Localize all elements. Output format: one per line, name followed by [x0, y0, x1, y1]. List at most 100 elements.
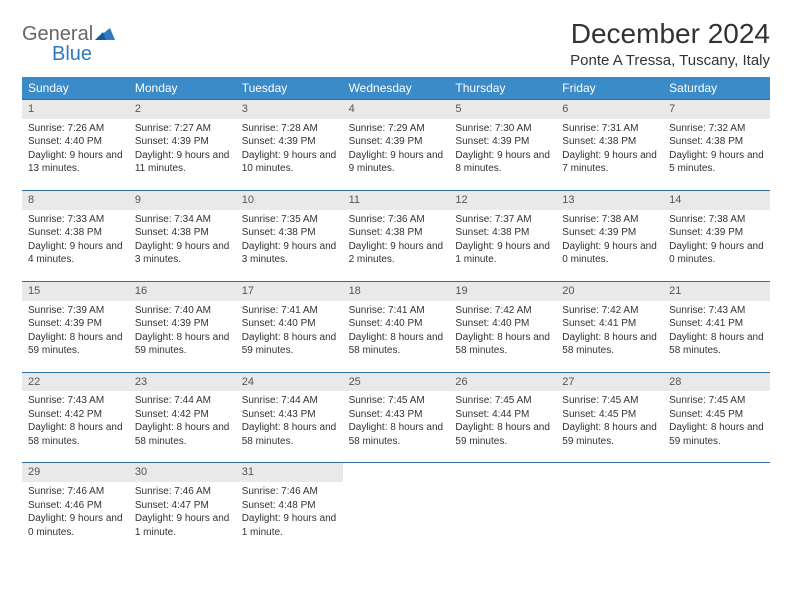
day-number: 28 [663, 373, 770, 392]
day-cell: 16Sunrise: 7:40 AMSunset: 4:39 PMDayligh… [129, 282, 236, 362]
day-body: Sunrise: 7:45 AMSunset: 4:45 PMDaylight:… [556, 391, 663, 452]
sunset-text: Sunset: 4:38 PM [28, 226, 123, 240]
day-cell: 9Sunrise: 7:34 AMSunset: 4:38 PMDaylight… [129, 191, 236, 271]
daylight-text: Daylight: 9 hours and 11 minutes. [135, 149, 230, 176]
sunset-text: Sunset: 4:40 PM [349, 317, 444, 331]
day-number [663, 463, 770, 482]
day-number: 26 [449, 373, 556, 392]
day-body: Sunrise: 7:29 AMSunset: 4:39 PMDaylight:… [343, 119, 450, 180]
daylight-text: Daylight: 9 hours and 0 minutes. [562, 240, 657, 267]
sunrise-text: Sunrise: 7:42 AM [455, 304, 550, 318]
daylight-text: Daylight: 9 hours and 2 minutes. [349, 240, 444, 267]
sunrise-text: Sunrise: 7:28 AM [242, 122, 337, 136]
day-number: 13 [556, 191, 663, 210]
sunrise-text: Sunrise: 7:46 AM [242, 485, 337, 499]
month-title: December 2024 [570, 18, 770, 50]
weekday-cell: Saturday [663, 77, 770, 99]
daylight-text: Daylight: 9 hours and 9 minutes. [349, 149, 444, 176]
daylight-text: Daylight: 8 hours and 58 minutes. [669, 331, 764, 358]
day-body: Sunrise: 7:46 AMSunset: 4:48 PMDaylight:… [236, 482, 343, 543]
day-body: Sunrise: 7:39 AMSunset: 4:39 PMDaylight:… [22, 301, 129, 362]
day-body: Sunrise: 7:38 AMSunset: 4:39 PMDaylight:… [663, 210, 770, 271]
day-cell: 23Sunrise: 7:44 AMSunset: 4:42 PMDayligh… [129, 373, 236, 453]
day-body: Sunrise: 7:37 AMSunset: 4:38 PMDaylight:… [449, 210, 556, 271]
sunrise-text: Sunrise: 7:35 AM [242, 213, 337, 227]
day-cell: 10Sunrise: 7:35 AMSunset: 4:38 PMDayligh… [236, 191, 343, 271]
day-number: 18 [343, 282, 450, 301]
day-cell: 6Sunrise: 7:31 AMSunset: 4:38 PMDaylight… [556, 100, 663, 180]
day-cell: 13Sunrise: 7:38 AMSunset: 4:39 PMDayligh… [556, 191, 663, 271]
day-number [556, 463, 663, 482]
day-body: Sunrise: 7:34 AMSunset: 4:38 PMDaylight:… [129, 210, 236, 271]
week-row: 1Sunrise: 7:26 AMSunset: 4:40 PMDaylight… [22, 99, 770, 180]
day-body: Sunrise: 7:36 AMSunset: 4:38 PMDaylight:… [343, 210, 450, 271]
sunset-text: Sunset: 4:45 PM [669, 408, 764, 422]
daylight-text: Daylight: 9 hours and 8 minutes. [455, 149, 550, 176]
calendar-grid: SundayMondayTuesdayWednesdayThursdayFrid… [22, 77, 770, 543]
weekday-cell: Monday [129, 77, 236, 99]
day-number: 6 [556, 100, 663, 119]
day-body: Sunrise: 7:44 AMSunset: 4:43 PMDaylight:… [236, 391, 343, 452]
day-body: Sunrise: 7:44 AMSunset: 4:42 PMDaylight:… [129, 391, 236, 452]
sunset-text: Sunset: 4:38 PM [242, 226, 337, 240]
day-number: 2 [129, 100, 236, 119]
sunset-text: Sunset: 4:43 PM [349, 408, 444, 422]
daylight-text: Daylight: 8 hours and 59 minutes. [562, 421, 657, 448]
day-body: Sunrise: 7:30 AMSunset: 4:39 PMDaylight:… [449, 119, 556, 180]
day-body: Sunrise: 7:45 AMSunset: 4:44 PMDaylight:… [449, 391, 556, 452]
day-number: 8 [22, 191, 129, 210]
daylight-text: Daylight: 8 hours and 59 minutes. [135, 331, 230, 358]
sunrise-text: Sunrise: 7:34 AM [135, 213, 230, 227]
sunset-text: Sunset: 4:41 PM [669, 317, 764, 331]
sunset-text: Sunset: 4:43 PM [242, 408, 337, 422]
daylight-text: Daylight: 9 hours and 1 minute. [455, 240, 550, 267]
day-number: 25 [343, 373, 450, 392]
day-number: 5 [449, 100, 556, 119]
sunrise-text: Sunrise: 7:36 AM [349, 213, 444, 227]
day-cell: 19Sunrise: 7:42 AMSunset: 4:40 PMDayligh… [449, 282, 556, 362]
sunset-text: Sunset: 4:46 PM [28, 499, 123, 513]
daylight-text: Daylight: 9 hours and 7 minutes. [562, 149, 657, 176]
daylight-text: Daylight: 9 hours and 10 minutes. [242, 149, 337, 176]
daylight-text: Daylight: 9 hours and 3 minutes. [242, 240, 337, 267]
day-number: 14 [663, 191, 770, 210]
day-body: Sunrise: 7:41 AMSunset: 4:40 PMDaylight:… [343, 301, 450, 362]
sunrise-text: Sunrise: 7:46 AM [28, 485, 123, 499]
daylight-text: Daylight: 9 hours and 0 minutes. [669, 240, 764, 267]
calendar-header: GeneralBlue December 2024 Ponte A Tressa… [22, 18, 770, 69]
day-cell: 14Sunrise: 7:38 AMSunset: 4:39 PMDayligh… [663, 191, 770, 271]
day-number [449, 463, 556, 482]
day-body: Sunrise: 7:42 AMSunset: 4:41 PMDaylight:… [556, 301, 663, 362]
daylight-text: Daylight: 9 hours and 13 minutes. [28, 149, 123, 176]
day-number [343, 463, 450, 482]
sunrise-text: Sunrise: 7:37 AM [455, 213, 550, 227]
day-number: 17 [236, 282, 343, 301]
day-cell: 18Sunrise: 7:41 AMSunset: 4:40 PMDayligh… [343, 282, 450, 362]
sunset-text: Sunset: 4:48 PM [242, 499, 337, 513]
sunset-text: Sunset: 4:38 PM [455, 226, 550, 240]
sunrise-text: Sunrise: 7:45 AM [669, 394, 764, 408]
day-body: Sunrise: 7:38 AMSunset: 4:39 PMDaylight:… [556, 210, 663, 271]
daylight-text: Daylight: 8 hours and 58 minutes. [242, 421, 337, 448]
day-number: 12 [449, 191, 556, 210]
day-number: 29 [22, 463, 129, 482]
title-block: December 2024 Ponte A Tressa, Tuscany, I… [570, 18, 770, 69]
daylight-text: Daylight: 9 hours and 4 minutes. [28, 240, 123, 267]
day-cell: 15Sunrise: 7:39 AMSunset: 4:39 PMDayligh… [22, 282, 129, 362]
day-cell: 20Sunrise: 7:42 AMSunset: 4:41 PMDayligh… [556, 282, 663, 362]
sunset-text: Sunset: 4:38 PM [135, 226, 230, 240]
week-row: 15Sunrise: 7:39 AMSunset: 4:39 PMDayligh… [22, 281, 770, 362]
day-cell: 30Sunrise: 7:46 AMSunset: 4:47 PMDayligh… [129, 463, 236, 543]
sunrise-text: Sunrise: 7:40 AM [135, 304, 230, 318]
day-cell: 7Sunrise: 7:32 AMSunset: 4:38 PMDaylight… [663, 100, 770, 180]
sunrise-text: Sunrise: 7:26 AM [28, 122, 123, 136]
sunset-text: Sunset: 4:39 PM [135, 135, 230, 149]
sunset-text: Sunset: 4:39 PM [562, 226, 657, 240]
sunrise-text: Sunrise: 7:45 AM [562, 394, 657, 408]
day-cell: 11Sunrise: 7:36 AMSunset: 4:38 PMDayligh… [343, 191, 450, 271]
day-body: Sunrise: 7:27 AMSunset: 4:39 PMDaylight:… [129, 119, 236, 180]
day-body: Sunrise: 7:42 AMSunset: 4:40 PMDaylight:… [449, 301, 556, 362]
sunset-text: Sunset: 4:38 PM [349, 226, 444, 240]
daylight-text: Daylight: 8 hours and 59 minutes. [242, 331, 337, 358]
daylight-text: Daylight: 9 hours and 1 minute. [135, 512, 230, 539]
